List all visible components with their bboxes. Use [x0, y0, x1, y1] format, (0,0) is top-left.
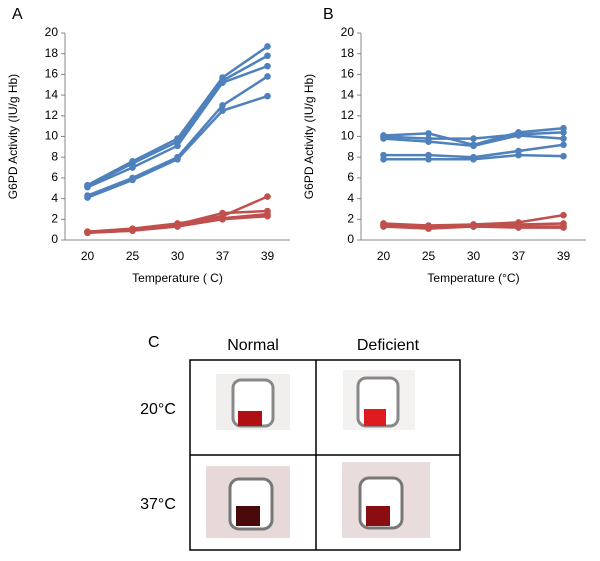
- data-point: [470, 135, 477, 142]
- test-card: [206, 466, 290, 538]
- x-tick-label: 20: [377, 249, 391, 263]
- y-tick-label: 18: [45, 46, 59, 60]
- data-point: [515, 151, 522, 159]
- y-tick-label: 0: [51, 232, 58, 246]
- y-tick-label: 10: [45, 129, 59, 143]
- data-point: [264, 62, 271, 70]
- test-card: [342, 462, 430, 538]
- data-point: [264, 193, 271, 200]
- data-point: [219, 102, 226, 109]
- y-tick-label: 2: [347, 211, 354, 225]
- data-point: [174, 223, 181, 230]
- y-tick-label: 16: [45, 67, 59, 81]
- data-point: [129, 176, 136, 184]
- y-axis-title: G6PD Activity (IU/g Hb): [6, 74, 20, 199]
- data-point: [470, 155, 477, 163]
- data-point: [84, 183, 91, 191]
- data-point: [264, 43, 271, 50]
- x-tick-label: 37: [216, 249, 230, 263]
- data-point: [380, 135, 387, 142]
- data-point: [560, 135, 567, 142]
- x-tick-label: 30: [171, 249, 185, 263]
- data-point: [174, 142, 181, 150]
- data-point: [425, 155, 432, 163]
- y-tick-label: 14: [45, 87, 59, 101]
- data-point: [264, 52, 271, 60]
- data-point: [84, 194, 91, 201]
- y-tick-label: 10: [341, 129, 355, 143]
- x-tick-label: 20: [81, 249, 95, 263]
- data-point: [219, 79, 226, 86]
- data-point: [264, 92, 271, 100]
- data-point: [219, 107, 226, 114]
- y-tick-label: 12: [341, 108, 355, 122]
- x-tick-label: 39: [557, 249, 571, 263]
- data-point: [425, 225, 432, 232]
- data-point: [560, 152, 567, 160]
- data-point: [470, 223, 477, 230]
- y-tick-label: 8: [347, 149, 354, 163]
- data-point: [470, 142, 477, 150]
- series-line: [86, 64, 268, 189]
- y-tick-label: 12: [45, 108, 59, 122]
- data-point: [219, 209, 226, 217]
- y-tick-label: 16: [341, 67, 355, 81]
- data-point: [380, 223, 387, 230]
- y-tick-label: 14: [341, 87, 355, 101]
- data-point: [129, 227, 136, 234]
- data-point: [174, 155, 181, 163]
- data-point: [380, 155, 387, 163]
- y-tick-label: 20: [45, 25, 59, 39]
- data-point: [560, 141, 567, 149]
- data-point: [264, 73, 271, 80]
- y-tick-label: 0: [347, 232, 354, 246]
- y-tick-label: 4: [51, 191, 58, 205]
- y-tick-label: 6: [51, 170, 58, 184]
- x-axis-title: Temperature ( C): [132, 271, 223, 285]
- series-line: [86, 45, 269, 187]
- data-point: [560, 211, 567, 219]
- y-tick-label: 8: [51, 149, 58, 163]
- data-point: [560, 129, 567, 136]
- y-tick-label: 2: [51, 211, 58, 225]
- test-card: [216, 374, 290, 430]
- y-tick-label: 18: [341, 46, 355, 60]
- x-tick-label: 25: [126, 249, 140, 263]
- data-point: [264, 212, 271, 220]
- test-card: [343, 370, 415, 430]
- panel-label: C: [148, 334, 160, 351]
- column-header: Normal: [227, 337, 279, 354]
- panel-label: B: [323, 6, 334, 23]
- data-point: [425, 130, 432, 137]
- x-tick-label: 37: [512, 249, 526, 263]
- data-point: [84, 229, 91, 237]
- y-tick-label: 6: [347, 170, 354, 184]
- data-point: [129, 164, 136, 171]
- x-tick-label: 25: [422, 249, 436, 263]
- panel-c: C Normal Deficient 20°C 37°C: [140, 334, 461, 551]
- x-axis-title: Temperature (°C): [427, 271, 519, 285]
- data-point: [425, 138, 432, 145]
- x-tick-label: 39: [261, 249, 275, 263]
- row-header: 20°C: [140, 401, 176, 418]
- data-point: [515, 224, 522, 231]
- data-point: [560, 224, 567, 231]
- x-tick-label: 30: [467, 249, 481, 263]
- data-point: [515, 132, 522, 139]
- y-tick-label: 4: [347, 191, 354, 205]
- column-header: Deficient: [357, 337, 420, 354]
- panel-label: A: [12, 6, 23, 23]
- y-tick-label: 20: [341, 25, 355, 39]
- y-axis-title: G6PD Activity (IU/g Hb): [302, 74, 316, 199]
- row-header: 37°C: [140, 496, 176, 513]
- data-point: [219, 216, 226, 223]
